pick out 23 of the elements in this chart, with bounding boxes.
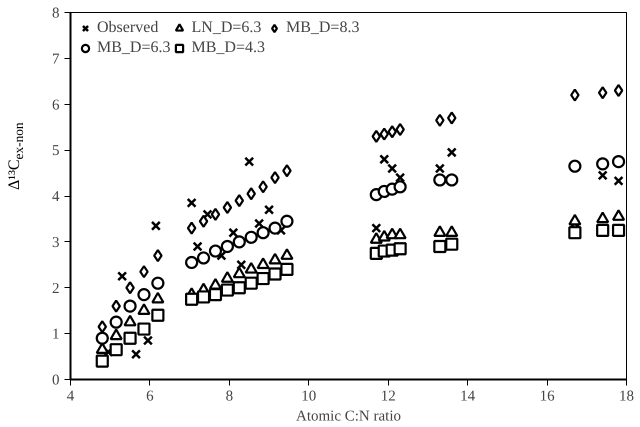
x-tick-label: 12 — [380, 388, 396, 404]
x-tick-label: 4 — [66, 388, 75, 404]
x-axis-title: Atomic C:N ratio — [296, 408, 402, 424]
y-tick-label: 7 — [52, 51, 60, 68]
x-tick-label: 14 — [460, 388, 476, 404]
y-tick-label: 6 — [52, 97, 60, 114]
y-tick-label: 0 — [52, 372, 60, 388]
x-tick-label: 16 — [540, 388, 556, 404]
legend-label: LN_D=6.3 — [191, 19, 262, 37]
legend-label: Observed — [97, 19, 158, 37]
legend-label: MB_D=8.3 — [286, 19, 360, 37]
y-tick-label: 3 — [52, 234, 60, 251]
y-tick-label: 2 — [52, 280, 60, 297]
y-tick-label: 5 — [52, 143, 60, 160]
x-tick-label: 18 — [619, 388, 634, 404]
x-tick-label: 8 — [226, 388, 234, 404]
legend-label: MB_D=4.3 — [191, 39, 265, 57]
y-tick-label: 1 — [52, 326, 60, 343]
legend-label: MB_D=6.3 — [97, 39, 170, 57]
y-tick-label: 4 — [52, 189, 60, 205]
x-tick-label: 6 — [146, 388, 154, 404]
y-tick-label: 8 — [52, 6, 60, 22]
x-tick-label: 10 — [301, 388, 316, 404]
